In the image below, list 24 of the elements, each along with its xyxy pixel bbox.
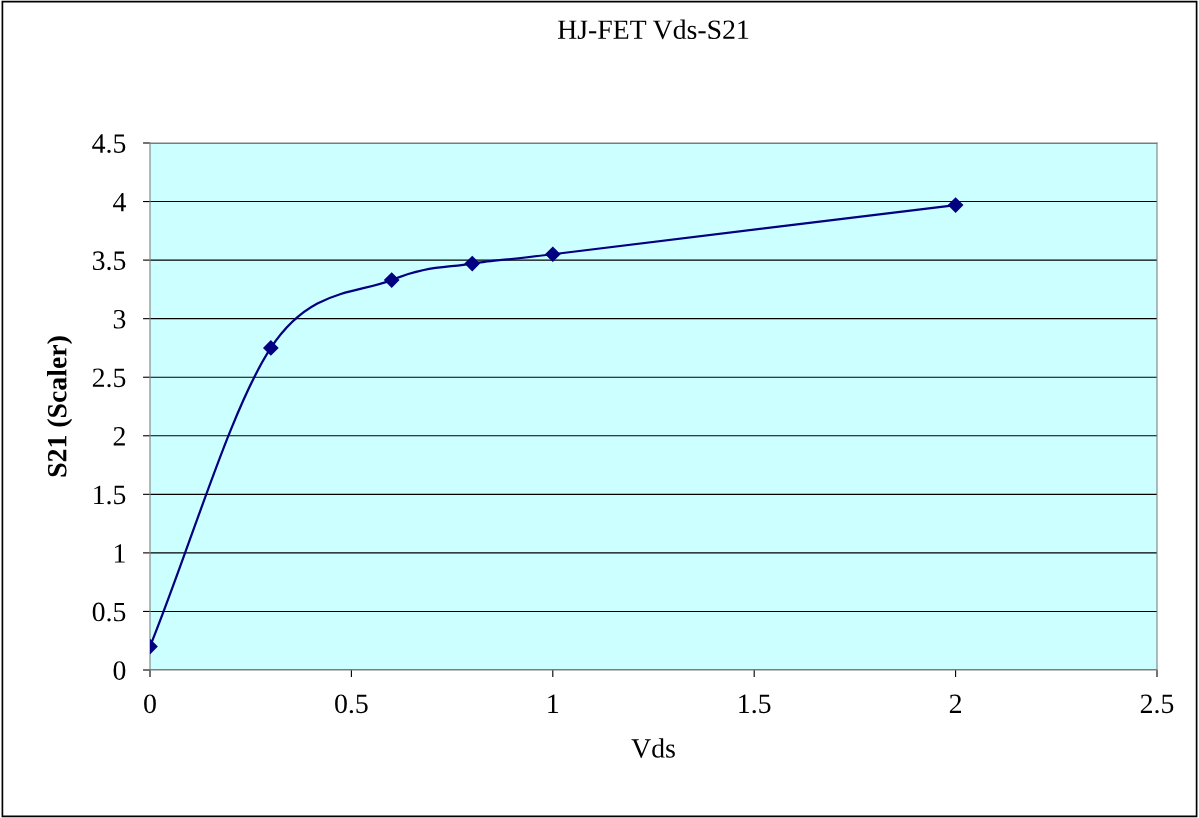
point	[263, 340, 279, 356]
y-tick-label: 3.5	[92, 251, 126, 271]
x-tick-label: 0	[144, 694, 156, 714]
x-tick-label: 0.5	[335, 694, 368, 714]
y-tick-label: 1.5	[94, 485, 126, 505]
y-axis-title: S21 (Scaler)	[47, 336, 73, 477]
y-tick-label: 4	[113, 192, 126, 212]
point	[464, 256, 480, 272]
point	[545, 246, 561, 262]
x-axis-title: Vds	[631, 738, 675, 758]
y-tick-label: 3	[113, 309, 126, 329]
chart-title: HJ-FET Vds-S21	[557, 19, 749, 40]
x-tick-label: 2	[949, 694, 962, 713]
x-tick-label: 2.5	[1140, 694, 1174, 714]
y-tick-label: 1	[114, 544, 125, 563]
y-tick-label: 0	[113, 661, 126, 680]
point	[384, 272, 400, 288]
y-tick-label: 2	[113, 427, 125, 446]
point	[948, 197, 964, 213]
y-tick-label: 4.5	[92, 134, 126, 154]
x-tick-label: 1	[548, 694, 559, 713]
y-tick-label: 0.5	[92, 602, 126, 622]
y-tick-label: 2.5	[92, 368, 126, 388]
x-tick-label: 1.5	[739, 694, 771, 714]
